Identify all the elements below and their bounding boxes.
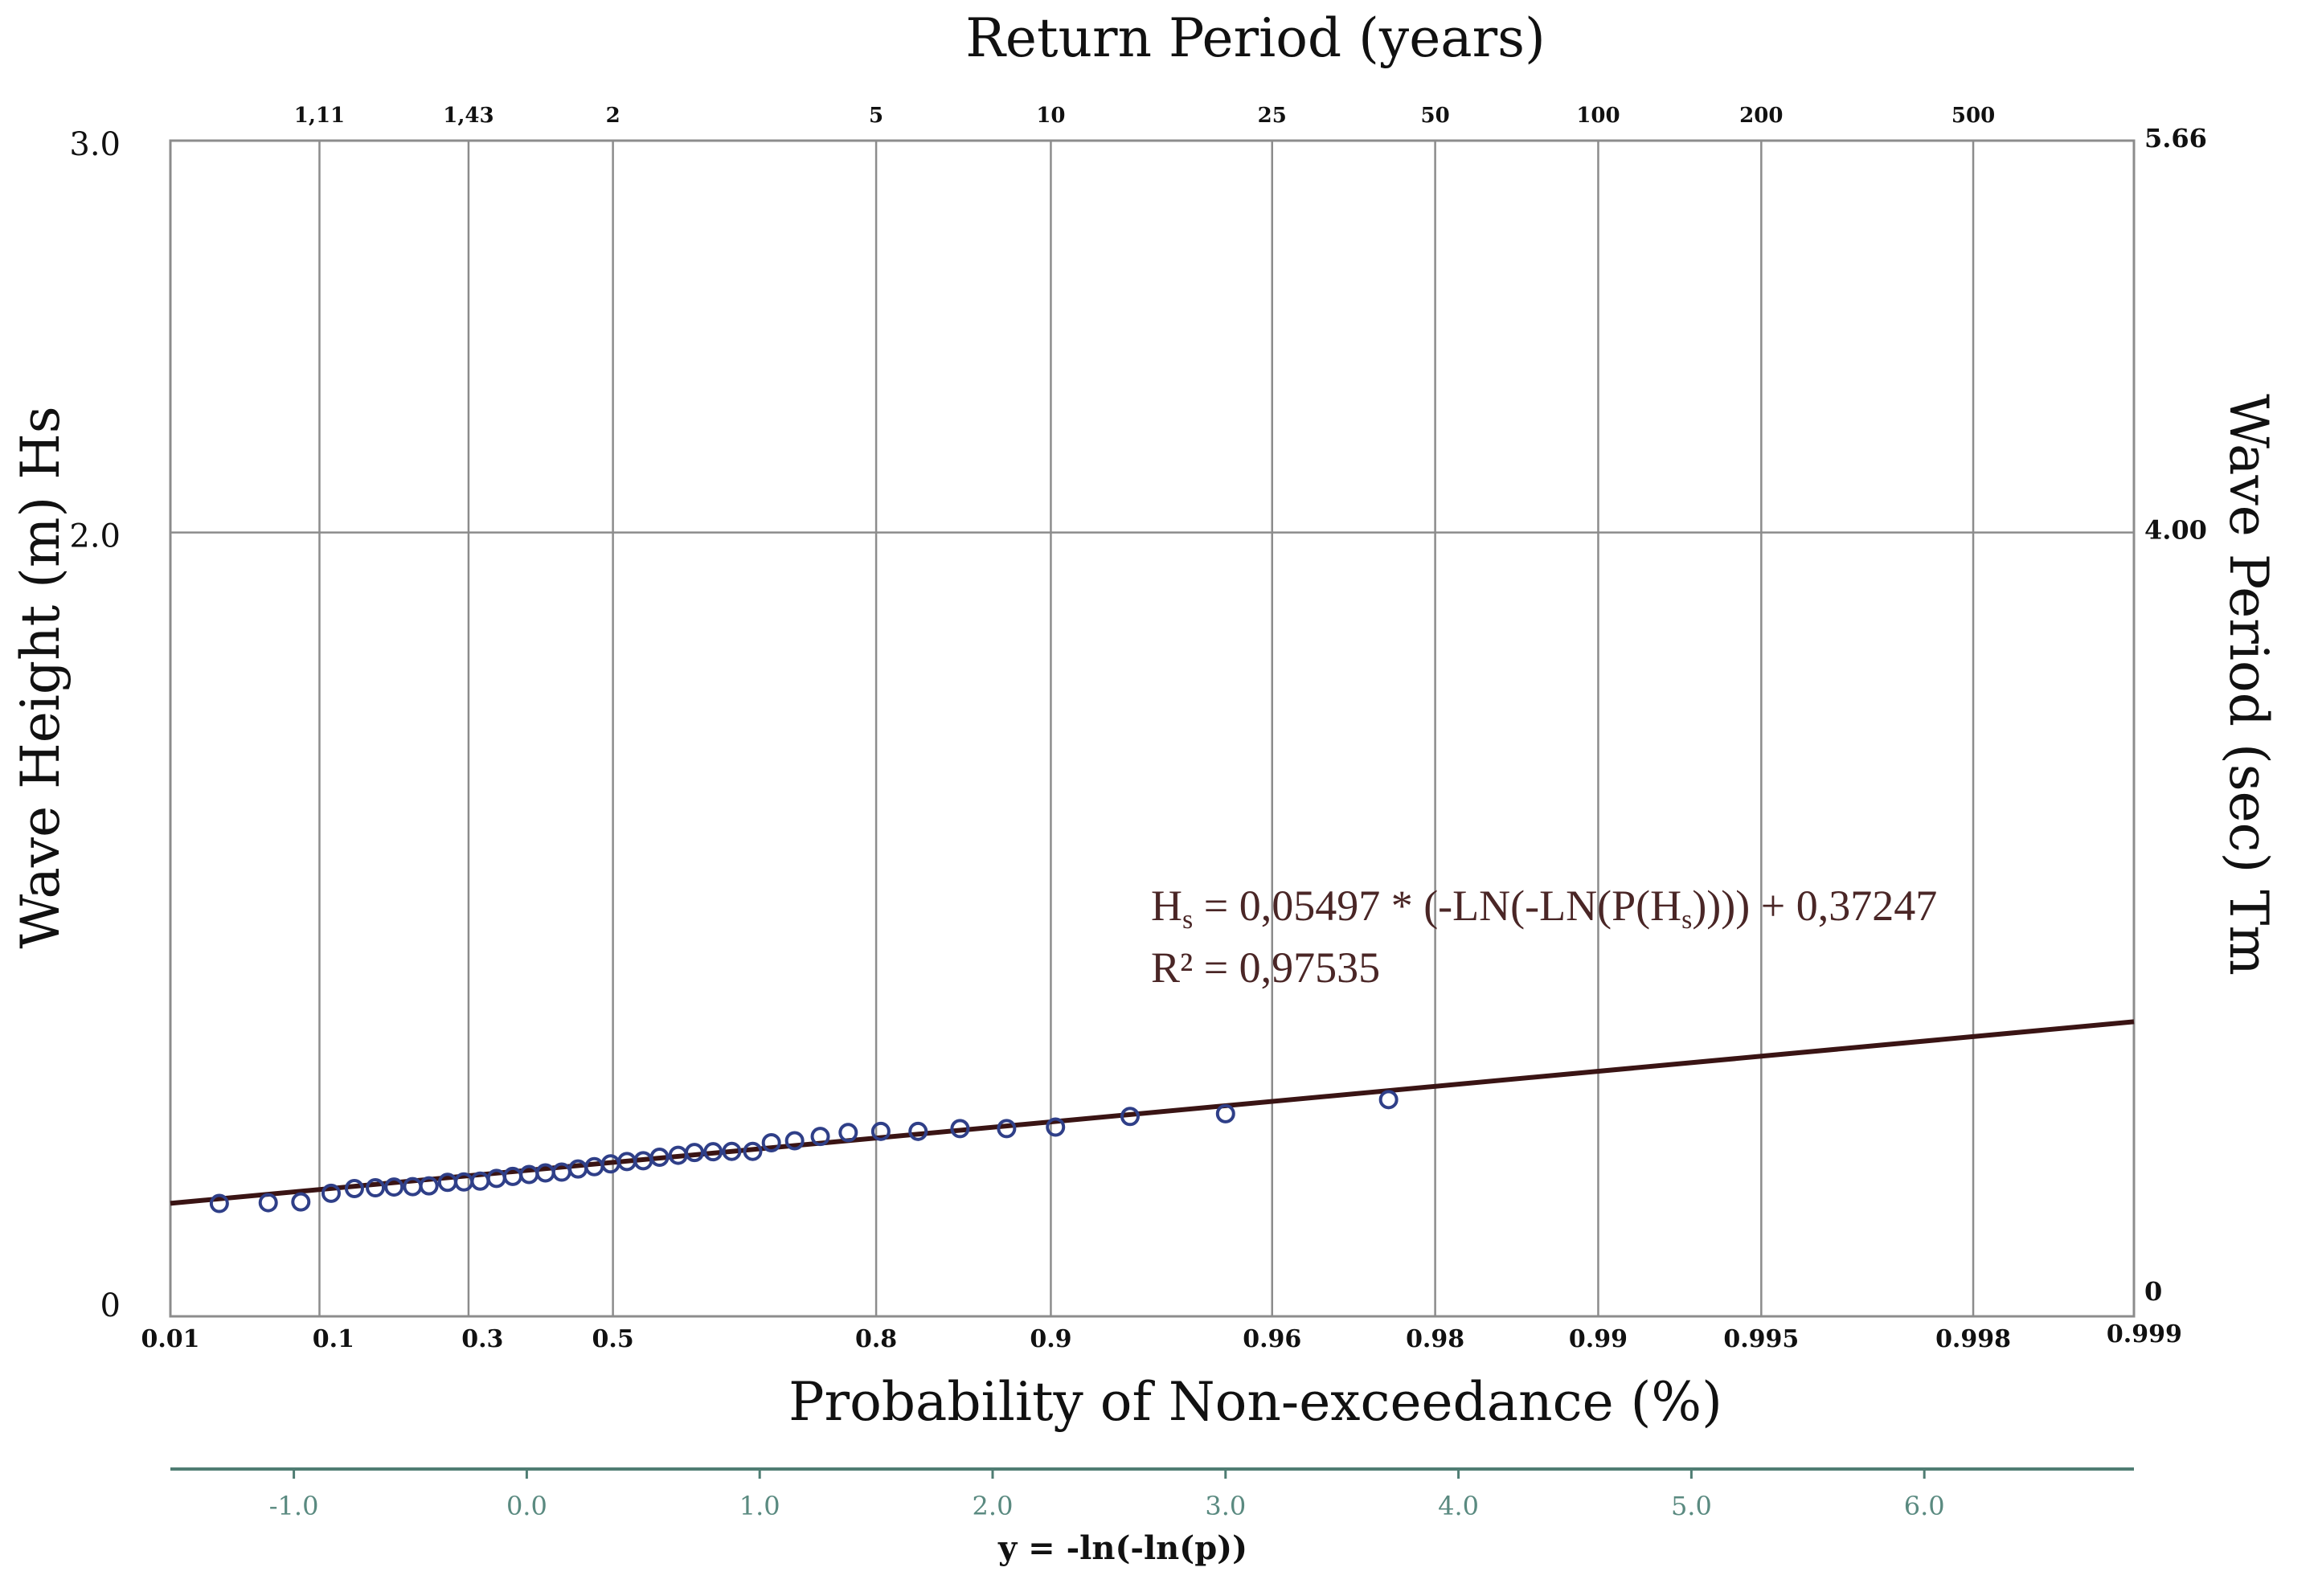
data-point <box>649 1148 670 1168</box>
return-period-tick-label: 200 <box>1739 104 1783 128</box>
y-tick-label-left: 3.0 <box>69 126 121 163</box>
data-point <box>685 1143 705 1163</box>
data-point <box>419 1176 439 1196</box>
y-axis-title-left: Wave Height (m) Hs <box>10 406 72 948</box>
probability-tick-label: 0.98 <box>1406 1325 1464 1353</box>
y-axis-title-right: Wave Period (sec) Tm <box>2218 394 2279 976</box>
x-axis-title: Probability of Non-exceedance (%) <box>788 1371 1722 1433</box>
y-tick-label-right: 0 <box>2144 1276 2162 1307</box>
fit-line-layer <box>170 1019 2135 1206</box>
data-point <box>743 1141 763 1161</box>
equation-h: H <box>1151 882 1182 930</box>
probability-tick-label: 0.1 <box>313 1325 354 1353</box>
probability-tick-label: 0.5 <box>592 1325 634 1353</box>
data-point <box>761 1132 781 1152</box>
return-period-tick-label: 5 <box>869 104 883 128</box>
probability-tick-label: 0.01 <box>141 1325 199 1353</box>
data-point <box>1378 1090 1399 1110</box>
return-period-tick-label: 500 <box>1951 104 1995 128</box>
data-point <box>209 1193 229 1213</box>
reduced-variate-tick-label: -1.0 <box>269 1491 319 1521</box>
probability-tick-label: 0.3 <box>461 1325 503 1353</box>
return-period-tick-label: 10 <box>1036 104 1065 128</box>
probability-tick-label: 0.998 <box>1935 1325 2011 1353</box>
reduced-variate-tick-label: 2.0 <box>973 1491 1014 1521</box>
y-tick-label-right: 4.00 <box>2144 515 2207 546</box>
probability-tick-label: 0.99 <box>1569 1325 1628 1353</box>
regression-equation: Hs = 0,05497 * (-LN(-LN(P(Hs)))) + 0,372… <box>1151 882 1937 935</box>
return-period-tick-label: 2 <box>606 104 620 128</box>
data-point <box>1215 1103 1235 1123</box>
return-period-tick-label: 1,11 <box>294 104 345 128</box>
reduced-variate-tick-label: 3.0 <box>1205 1491 1246 1521</box>
reduced-variate-tick-label: 5.0 <box>1671 1491 1712 1521</box>
equation-sub-s: s <box>1182 905 1193 935</box>
data-point <box>810 1127 830 1147</box>
reduced-variate-tick-label: 6.0 <box>1904 1491 1945 1521</box>
data-point <box>908 1121 928 1141</box>
data-point <box>838 1123 858 1143</box>
grid <box>169 139 2136 1318</box>
y-tick-label-left: 0 <box>100 1287 121 1324</box>
plot-frame <box>169 139 2136 1318</box>
r-squared-label: R² = 0,97535 <box>1151 943 1380 992</box>
return-period-tick-label: 1,43 <box>443 104 493 128</box>
reduced-variate-tick-label: 4.0 <box>1438 1491 1479 1521</box>
data-point <box>997 1119 1017 1139</box>
data-point <box>366 1178 386 1198</box>
data-point <box>722 1141 742 1161</box>
y-tick-label-left: 2.0 <box>69 518 121 555</box>
data-point <box>870 1121 891 1141</box>
axes: 1,11 1,43 2 5 10 25 50 100 200 50002.03.004.005.6… <box>69 104 2207 1521</box>
probability-tick-label: 0.9 <box>1030 1325 1071 1353</box>
data-point <box>950 1119 970 1139</box>
probability-tick-label: 0.96 <box>1243 1325 1301 1353</box>
probability-tick-label: 0.999 <box>2107 1320 2182 1348</box>
return-period-tick-label: 100 <box>1576 104 1620 128</box>
reduced-variate-axis-title: y = -ln(-ln(p)) <box>997 1529 1247 1567</box>
equation-tail: )))) + 0,37247 <box>1692 882 1937 930</box>
probability-tick-label: 0.995 <box>1723 1325 1799 1353</box>
regression-fit-line <box>170 1019 2135 1206</box>
data-point <box>344 1179 364 1199</box>
reduced-variate-tick-label: 1.0 <box>739 1491 780 1521</box>
data-point <box>703 1142 723 1162</box>
data-point <box>384 1177 404 1197</box>
return-period-tick-label: 50 <box>1421 104 1450 128</box>
return-period-tick-label: 25 <box>1258 104 1287 128</box>
y-tick-label-right: 5.66 <box>2144 123 2207 153</box>
data-point <box>291 1192 311 1212</box>
equation-sub-s-2: s <box>1681 905 1692 935</box>
data-point <box>1120 1107 1140 1127</box>
probability-tick-label: 0.8 <box>855 1325 897 1353</box>
data-point <box>784 1131 805 1151</box>
chart-title: Return Period (years) <box>965 7 1546 69</box>
data-point <box>1046 1117 1066 1137</box>
data-point <box>321 1183 341 1203</box>
reduced-variate-tick-label: 0.0 <box>506 1491 547 1521</box>
equation-middle: = 0,05497 * (-LN(-LN(P(H <box>1193 882 1681 930</box>
data-point <box>258 1193 278 1213</box>
data-points <box>209 1090 1399 1213</box>
